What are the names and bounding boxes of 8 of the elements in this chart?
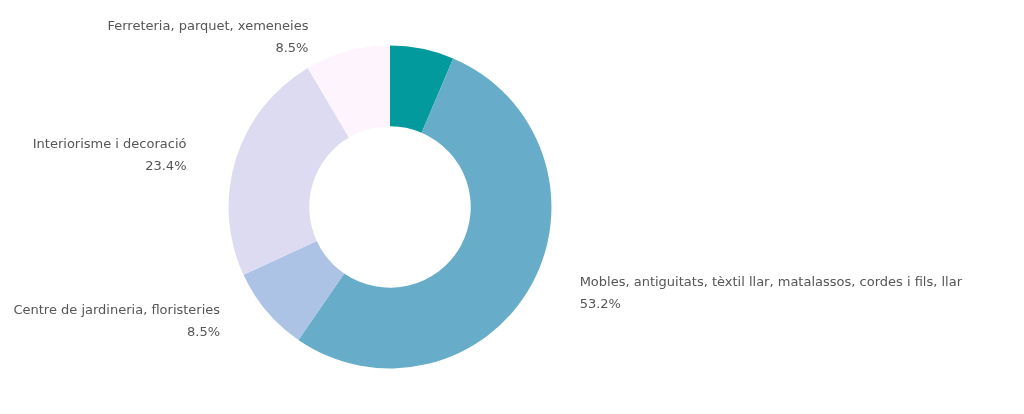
slice-label: Interiorisme i decoració: [32, 136, 187, 152]
data-label: 23.4%: [145, 158, 187, 174]
slice-label: Ferreteria, parquet, xemeneies: [107, 18, 309, 34]
data-label: 53.2%: [579, 295, 621, 311]
slice-label: Centre de jardineria, floristeries: [13, 302, 221, 318]
data-label: 8.5%: [187, 324, 221, 340]
slice-label: Mobles, antiguitats, tèxtil llar, matalassos, cordes i fils, llar: [579, 273, 963, 289]
data-label: 8.5%: [275, 40, 309, 56]
